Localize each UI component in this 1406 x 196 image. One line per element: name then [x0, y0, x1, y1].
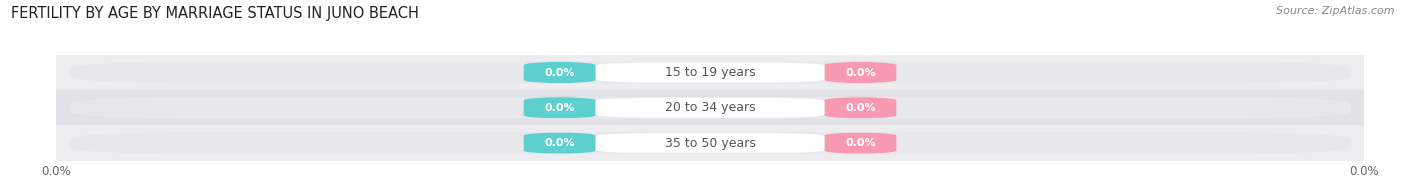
FancyBboxPatch shape: [824, 97, 897, 119]
Text: 0.0%: 0.0%: [845, 67, 876, 78]
FancyBboxPatch shape: [523, 62, 596, 83]
Text: 0.0%: 0.0%: [845, 138, 876, 148]
FancyBboxPatch shape: [824, 62, 897, 83]
Bar: [56, 55, 1364, 90]
Text: 0.0%: 0.0%: [845, 103, 876, 113]
Bar: [56, 90, 1364, 125]
FancyBboxPatch shape: [596, 133, 824, 153]
Bar: [56, 125, 1364, 161]
Text: 0.0%: 0.0%: [544, 67, 575, 78]
Text: FERTILITY BY AGE BY MARRIAGE STATUS IN JUNO BEACH: FERTILITY BY AGE BY MARRIAGE STATUS IN J…: [11, 6, 419, 21]
Text: 15 to 19 years: 15 to 19 years: [665, 66, 755, 79]
Text: 0.0%: 0.0%: [544, 103, 575, 113]
FancyBboxPatch shape: [69, 62, 1351, 83]
FancyBboxPatch shape: [69, 97, 1351, 119]
Text: Source: ZipAtlas.com: Source: ZipAtlas.com: [1277, 6, 1395, 16]
Text: 35 to 50 years: 35 to 50 years: [665, 137, 755, 150]
FancyBboxPatch shape: [596, 98, 824, 118]
Text: 0.0%: 0.0%: [544, 138, 575, 148]
FancyBboxPatch shape: [824, 132, 897, 154]
FancyBboxPatch shape: [596, 63, 824, 83]
FancyBboxPatch shape: [523, 132, 596, 154]
FancyBboxPatch shape: [69, 132, 1351, 154]
Text: 20 to 34 years: 20 to 34 years: [665, 101, 755, 114]
FancyBboxPatch shape: [523, 97, 596, 119]
